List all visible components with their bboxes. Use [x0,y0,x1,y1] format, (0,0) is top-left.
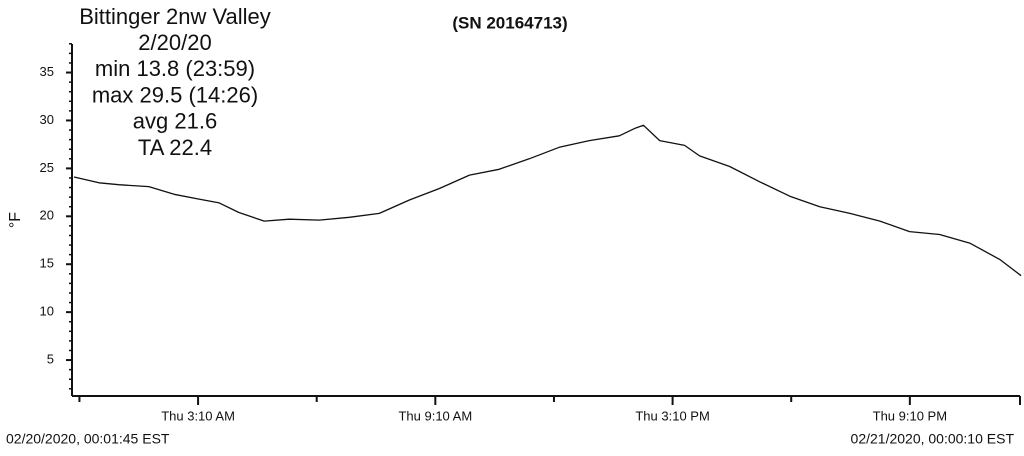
summary-line: TA 22.4 [138,135,212,160]
y-tick-label: 20 [40,208,54,223]
summary-line: avg 21.6 [133,109,217,134]
summary-line: Bittinger 2nw Valley [79,4,271,29]
chart-title: (SN 20164713) [452,13,567,32]
y-tick-label: 15 [40,256,54,271]
y-axis-label: °F [7,212,24,228]
temperature-line [73,124,1022,277]
y-tick-label: 25 [40,160,54,175]
x-tick-label: Thu 3:10 PM [635,408,709,423]
end-time: 02/21/2020, 00:00:10 EST [851,431,1015,447]
summary-line: max 29.5 (14:26) [92,82,258,107]
summary-line: min 13.8 (23:59) [95,56,255,81]
x-tick-label: Thu 3:10 AM [161,408,235,423]
y-tick-label: 10 [40,304,54,319]
x-tick-label: Thu 9:10 PM [873,408,947,423]
y-tick-label: 5 [47,351,54,366]
y-tick-label: 30 [40,112,54,127]
start-time: 02/20/2020, 00:01:45 EST [6,431,170,447]
x-tick-label: Thu 9:10 AM [398,408,472,423]
y-tick-label: 35 [40,64,54,79]
summary-line: 2/20/20 [138,30,211,55]
